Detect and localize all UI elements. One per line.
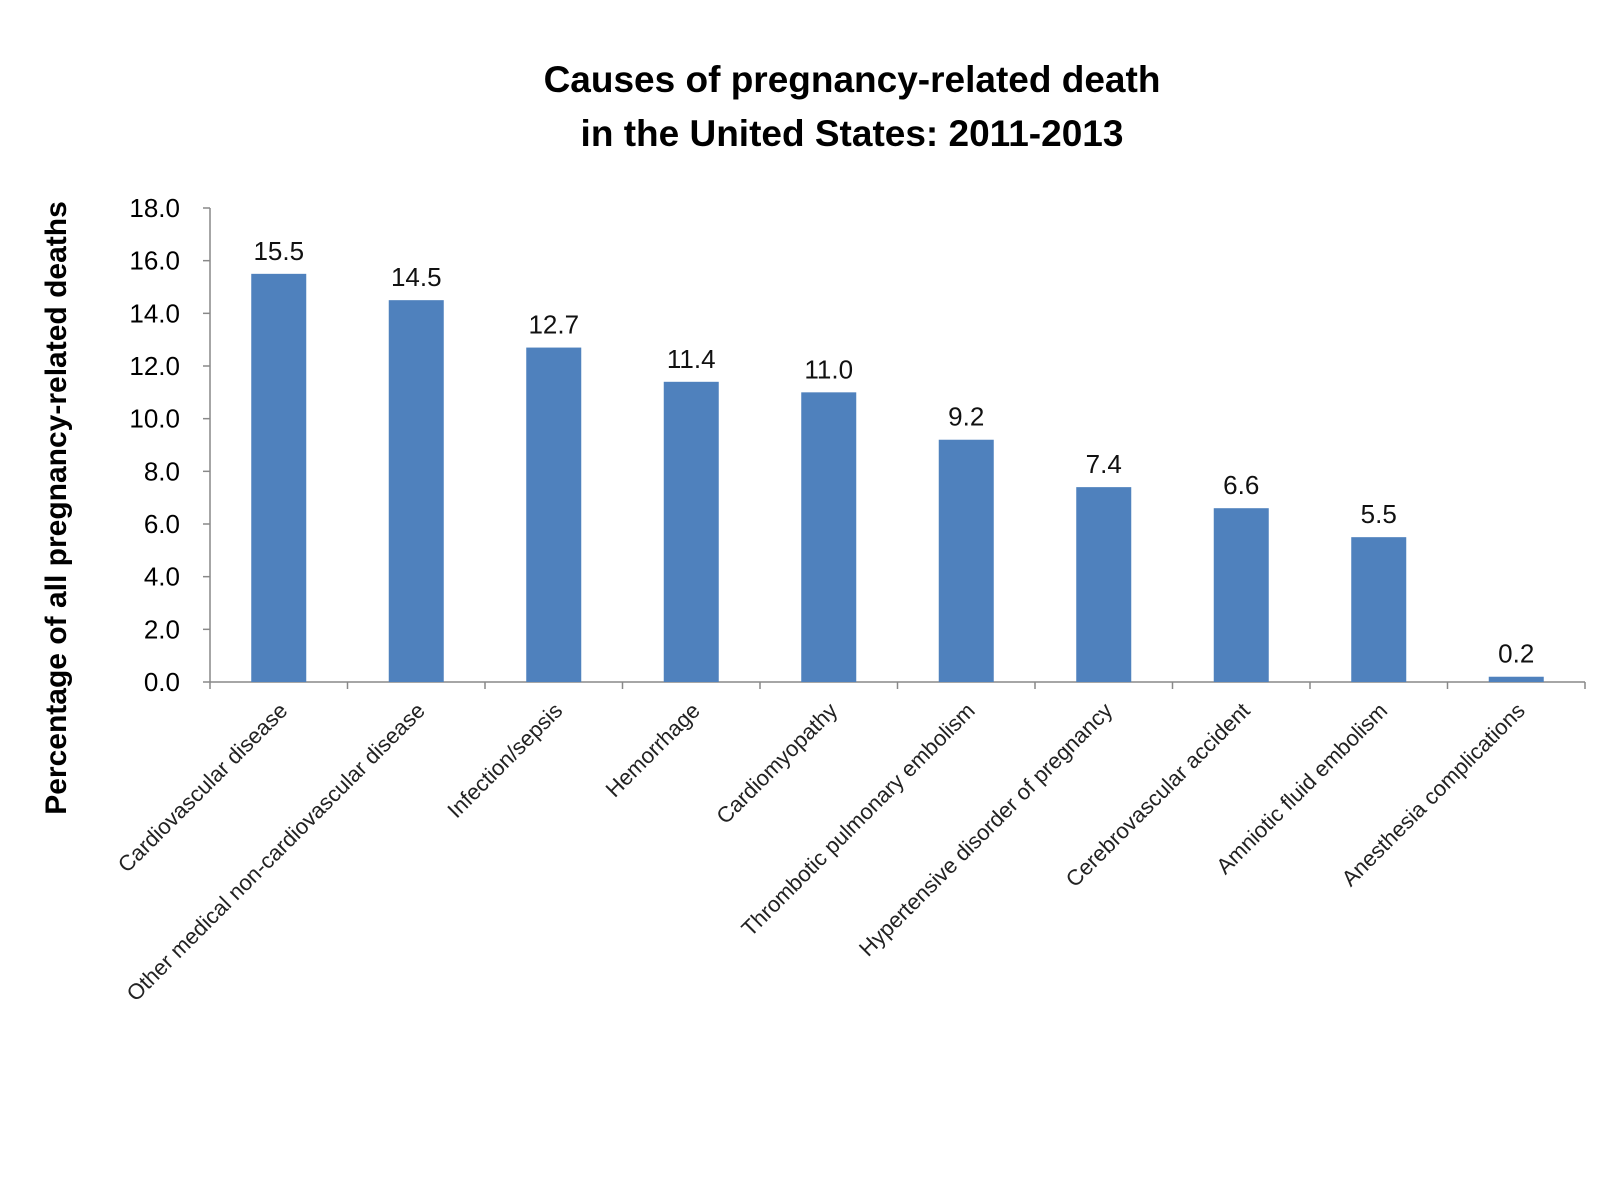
axes: 0.0 2.0 4.0 6.0 8.0 10.0 12.0 14.0 16.0 18.0 [129,193,1586,697]
y-tick-label: 6.0 [144,509,180,539]
data-label: 11.0 [804,354,853,384]
y-tick-label: 16.0 [129,246,180,276]
x-tick-label: Thrombotic pulmonary embolism [736,698,979,941]
data-label: 0.2 [1498,639,1534,669]
y-axis-label: Percentage of all pregnancy-related deat… [40,201,73,815]
data-label: 9.2 [948,402,984,432]
y-tick-label: 14.0 [129,298,180,328]
y-tick-label: 0.0 [144,667,180,697]
x-tick-label: Hypertensive disorder of pregnancy [854,698,1117,961]
y-tick-label: 4.0 [144,562,180,592]
chart-title-line-2: in the United States: 2011-2013 [581,113,1124,154]
data-label: 7.4 [1086,449,1122,479]
y-tick-label: 10.0 [129,404,180,434]
bar-8 [1213,508,1269,682]
data-label: 11.4 [667,344,716,374]
y-tick-label: 2.0 [144,614,180,644]
data-label: 15.5 [253,236,304,266]
bar-10 [1488,676,1544,682]
chart-title-line-1: Causes of pregnancy-related death [544,59,1161,100]
x-tick-label: Hemorrhage [601,698,705,802]
bar-2 [388,300,444,682]
bar-6 [938,439,994,682]
bar-5 [801,392,857,682]
bar-7 [1076,487,1132,682]
x-tick-label: Other medical non-cardiovascular disease [122,698,430,1006]
y-tick-label: 8.0 [144,456,180,486]
bar-4 [663,381,719,682]
bar-1 [251,273,307,682]
x-tick-label: Cardiomyopathy [711,698,842,829]
y-tick-label: 18.0 [129,193,180,223]
bar-9 [1351,537,1407,682]
x-tick-label: Infection/sepsis [442,698,567,823]
y-tick-label: 12.0 [129,351,180,381]
data-label: 5.5 [1361,499,1397,529]
data-label: 14.5 [391,262,442,292]
bar-3 [526,347,582,682]
data-label: 12.7 [528,310,579,340]
data-label: 6.6 [1223,470,1259,500]
